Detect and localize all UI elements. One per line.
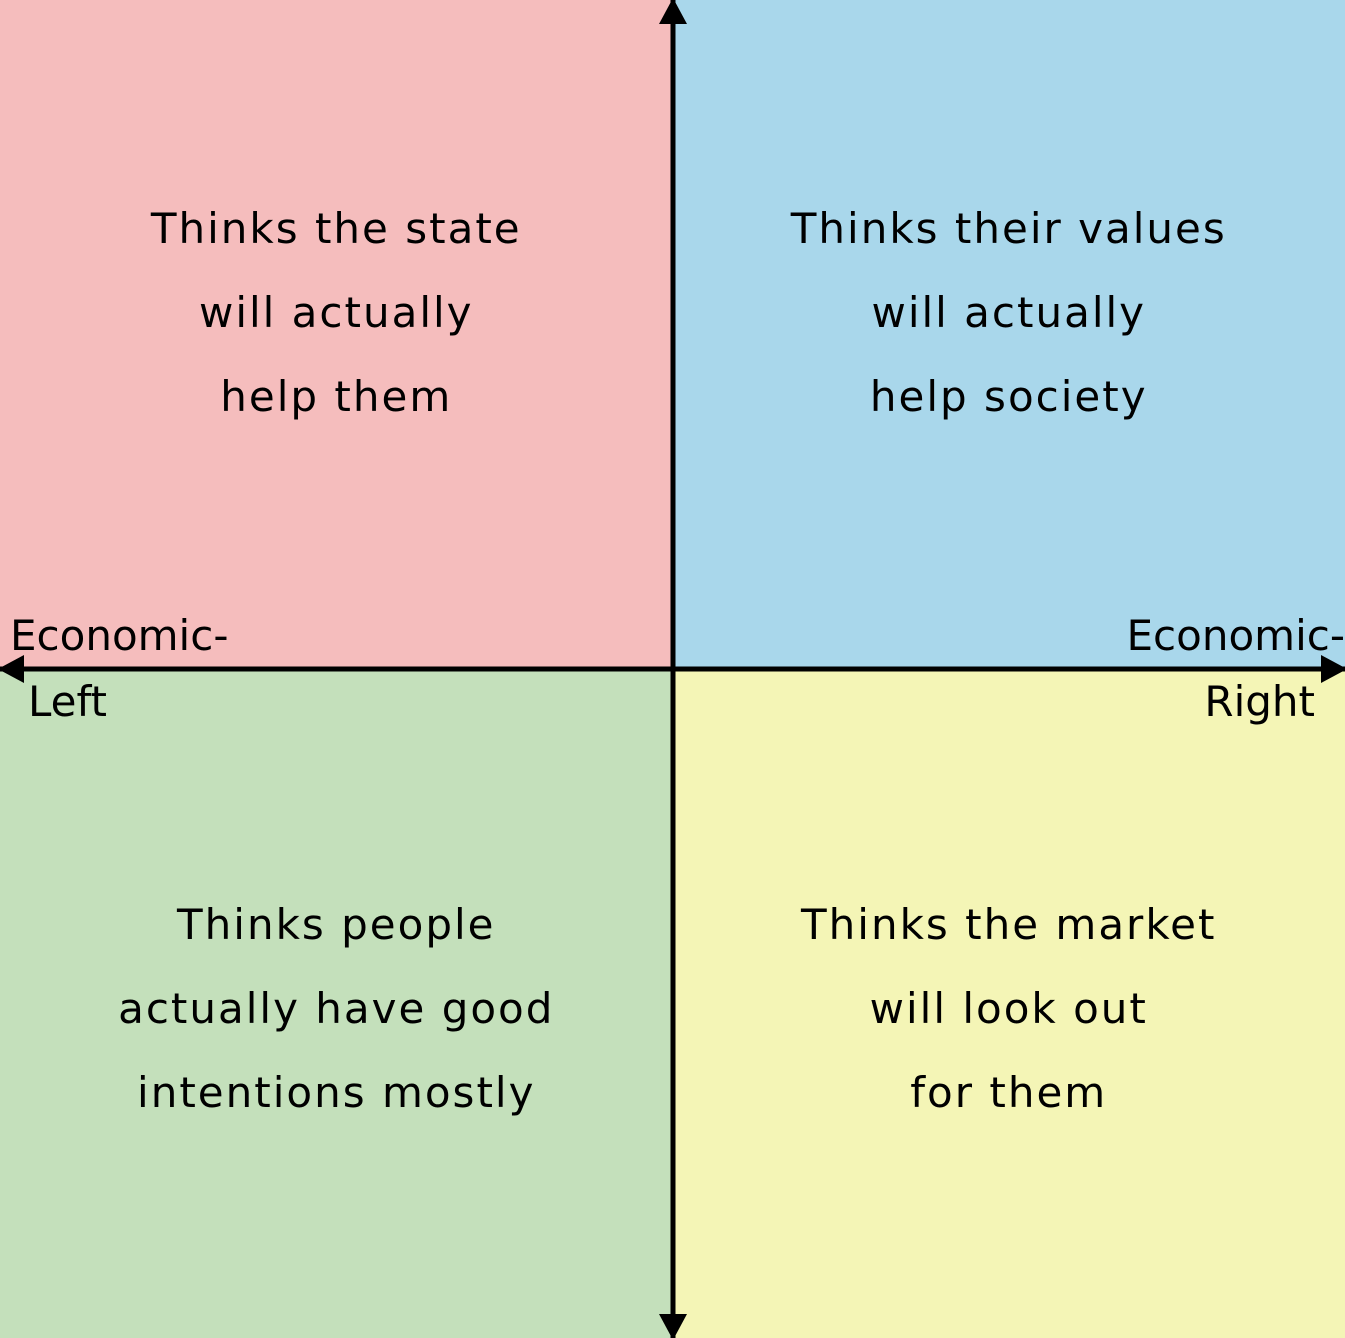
quadrant-top-right-text: Thinks their values will actually help s…	[673, 187, 1345, 439]
axis-label-left-upper: Economic-	[10, 611, 228, 661]
quadrant-bottom-right: Thinks the market will look out for them	[673, 669, 1345, 1338]
horizontal-axis	[0, 667, 1345, 672]
quadrant-bottom-left-text: Thinks people actually have good intenti…	[0, 883, 673, 1135]
quadrant-top-left: Thinks the state will actually help them	[0, 0, 673, 669]
axis-label-left-lower: Left	[28, 677, 107, 727]
political-compass-diagram: Thinks the state will actually help them…	[0, 0, 1345, 1338]
quadrant-bottom-right-text: Thinks the market will look out for them	[673, 883, 1345, 1135]
arrow-down-icon	[659, 1314, 687, 1338]
arrow-up-icon	[659, 0, 687, 24]
quadrant-bottom-left: Thinks people actually have good intenti…	[0, 669, 673, 1338]
axis-label-right-upper: Economic-	[1127, 611, 1345, 661]
quadrant-top-left-text: Thinks the state will actually help them	[0, 187, 673, 439]
quadrant-top-right: Thinks their values will actually help s…	[673, 0, 1345, 669]
axis-label-right-lower: Right	[1204, 677, 1315, 727]
